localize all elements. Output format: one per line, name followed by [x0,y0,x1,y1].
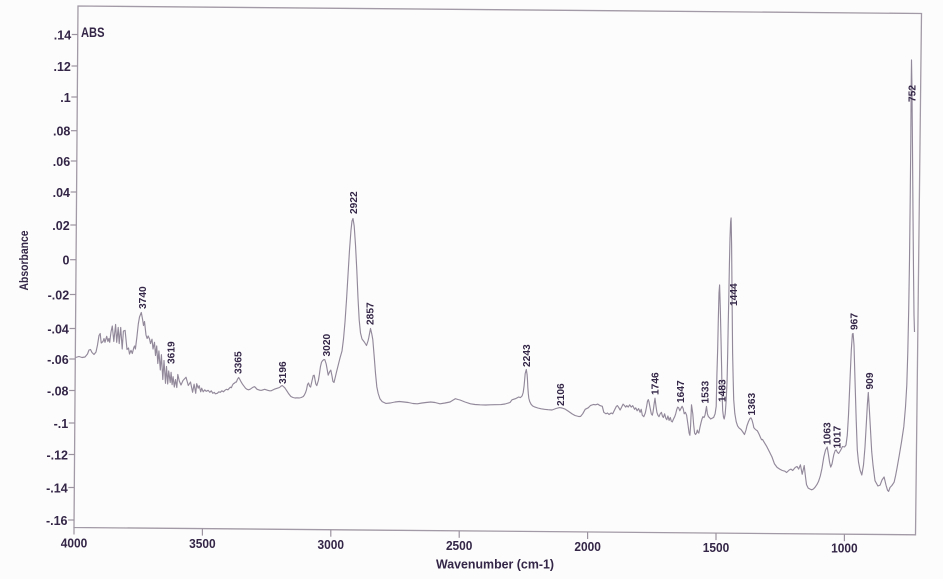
svg-text:3365: 3365 [234,351,245,374]
svg-text:1363: 1363 [747,393,758,416]
svg-text:.06: .06 [53,155,70,169]
svg-text:3020: 3020 [322,334,333,357]
svg-text:-.08: -.08 [47,384,69,398]
svg-text:909: 909 [865,372,876,389]
svg-text:ABS: ABS [81,24,105,40]
svg-text:3619: 3619 [167,341,178,364]
svg-text:1483: 1483 [717,379,728,402]
svg-text:1000: 1000 [831,541,858,556]
svg-text:1647: 1647 [676,380,687,403]
svg-text:-.02: -.02 [48,288,70,302]
svg-text:3740: 3740 [138,286,149,309]
svg-text:2000: 2000 [574,539,601,554]
svg-text:2857: 2857 [366,302,377,325]
svg-text:2106: 2106 [556,383,567,406]
svg-text:-.14: -.14 [46,481,68,495]
svg-text:0: 0 [63,254,70,268]
svg-text:3000: 3000 [318,537,345,552]
svg-text:967: 967 [849,313,860,330]
svg-text:-.06: -.06 [47,353,69,367]
svg-text:1746: 1746 [651,372,662,395]
svg-text:-.16: -.16 [46,514,68,528]
svg-text:752: 752 [907,85,918,102]
svg-text:4000: 4000 [61,535,88,550]
svg-text:.04: .04 [53,186,70,200]
svg-text:.02: .02 [52,219,69,233]
svg-text:2922: 2922 [349,191,360,214]
svg-text:2500: 2500 [446,538,473,553]
svg-text:3196: 3196 [278,361,289,384]
svg-text:1017: 1017 [833,426,844,449]
svg-text:-.04: -.04 [47,322,69,336]
svg-text:.1: .1 [60,91,70,105]
svg-text:-.1: -.1 [54,417,69,431]
svg-text:.08: .08 [53,125,70,139]
svg-text:1533: 1533 [700,381,711,404]
svg-text:Wavenumber (cm-1): Wavenumber (cm-1) [436,557,554,572]
svg-text:3500: 3500 [189,536,216,551]
svg-text:2243: 2243 [522,344,533,367]
svg-text:-.12: -.12 [46,448,68,462]
svg-text:1500: 1500 [703,540,730,555]
svg-text:.12: .12 [54,60,71,74]
svg-text:Absorbance: Absorbance [17,230,31,290]
svg-text:1444: 1444 [729,283,740,306]
svg-text:1063: 1063 [823,422,834,445]
svg-text:.14: .14 [54,28,71,42]
